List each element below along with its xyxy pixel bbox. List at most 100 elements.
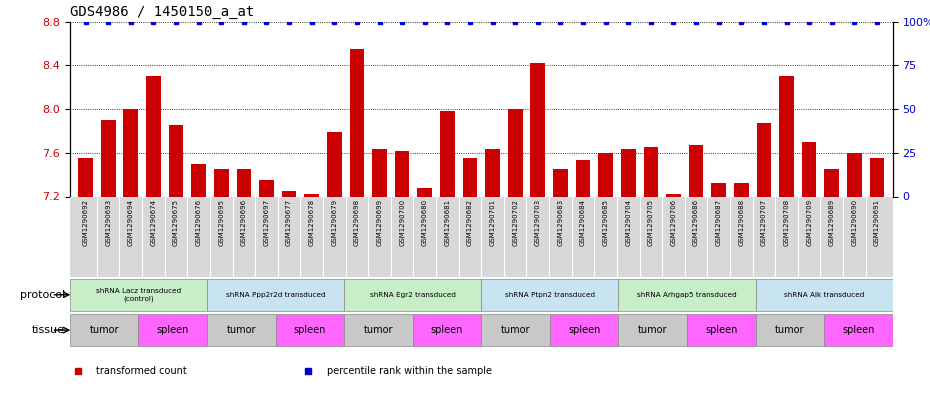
Bar [711, 184, 726, 196]
Text: tumor: tumor [364, 325, 393, 335]
Bar [350, 49, 365, 196]
Text: GSM1290708: GSM1290708 [784, 199, 790, 246]
Bar [192, 164, 206, 196]
Text: GSM1290683: GSM1290683 [557, 199, 564, 246]
Text: GSM1290674: GSM1290674 [151, 199, 156, 246]
Bar [462, 158, 477, 196]
Text: shRNA Alk transduced: shRNA Alk transduced [784, 292, 864, 298]
Bar [413, 314, 481, 346]
Bar [206, 314, 275, 346]
Text: GSM1290685: GSM1290685 [603, 199, 608, 246]
Text: spleen: spleen [431, 325, 463, 335]
Bar [372, 149, 387, 196]
Text: GSM1290702: GSM1290702 [512, 199, 518, 246]
Bar [344, 279, 482, 310]
Bar [779, 76, 794, 196]
Text: GSM1290691: GSM1290691 [874, 199, 880, 246]
Text: GSM1290694: GSM1290694 [127, 199, 134, 246]
Text: GSM1290678: GSM1290678 [309, 199, 314, 246]
Text: GSM1290686: GSM1290686 [693, 199, 699, 246]
Text: GSM1290695: GSM1290695 [219, 199, 224, 246]
Text: GSM1290709: GSM1290709 [806, 199, 812, 246]
Bar [550, 314, 618, 346]
Bar [508, 109, 523, 196]
Text: GSM1290688: GSM1290688 [738, 199, 744, 246]
Bar [168, 125, 183, 196]
Bar [418, 188, 432, 196]
Text: GSM1290679: GSM1290679 [331, 199, 338, 246]
Bar [666, 194, 681, 196]
Bar [482, 279, 618, 310]
Text: tumor: tumor [501, 325, 530, 335]
Bar [482, 314, 550, 346]
Bar [802, 142, 817, 196]
Text: shRNA Arhgap5 transduced: shRNA Arhgap5 transduced [637, 292, 737, 298]
Text: GSM1290705: GSM1290705 [648, 199, 654, 246]
Bar [734, 184, 749, 196]
Text: GSM1290689: GSM1290689 [829, 199, 835, 246]
Bar [214, 169, 229, 196]
Bar [755, 279, 893, 310]
Bar [206, 279, 344, 310]
Bar [870, 158, 884, 196]
Bar [618, 279, 755, 310]
Bar [689, 145, 703, 196]
Text: GSM1290707: GSM1290707 [761, 199, 767, 246]
Bar [124, 109, 139, 196]
Bar [70, 279, 206, 310]
Text: GSM1290681: GSM1290681 [445, 199, 450, 246]
Bar [553, 169, 567, 196]
Bar [282, 191, 297, 196]
Bar [757, 123, 771, 196]
Text: GSM1290703: GSM1290703 [535, 199, 541, 246]
Text: spleen: spleen [156, 325, 189, 335]
Text: tumor: tumor [227, 325, 256, 335]
Text: spleen: spleen [843, 325, 875, 335]
Text: GSM1290701: GSM1290701 [489, 199, 496, 246]
Bar [304, 194, 319, 196]
Bar [687, 314, 755, 346]
Text: GSM1290698: GSM1290698 [354, 199, 360, 246]
Text: GSM1290690: GSM1290690 [851, 199, 857, 246]
Text: tumor: tumor [776, 325, 804, 335]
Text: tumor: tumor [89, 325, 119, 335]
Text: shRNA Egr2 transduced: shRNA Egr2 transduced [370, 292, 456, 298]
Text: GSM1290675: GSM1290675 [173, 199, 179, 246]
Text: GSM1290684: GSM1290684 [580, 199, 586, 246]
Bar [530, 63, 545, 196]
Text: spleen: spleen [568, 325, 601, 335]
Bar [70, 314, 139, 346]
Text: tissue: tissue [33, 325, 65, 335]
Bar [824, 314, 893, 346]
Bar [618, 314, 687, 346]
Bar [275, 314, 344, 346]
Text: GSM1290697: GSM1290697 [263, 199, 270, 246]
Bar [344, 314, 413, 346]
Bar [847, 153, 862, 196]
Text: shRNA Ppp2r2d transduced: shRNA Ppp2r2d transduced [226, 292, 326, 298]
Text: GSM1290676: GSM1290676 [195, 199, 202, 246]
Text: GDS4986 / 1450150_a_at: GDS4986 / 1450150_a_at [70, 5, 254, 19]
Bar [327, 132, 341, 196]
Text: GSM1290680: GSM1290680 [421, 199, 428, 246]
Text: GSM1290692: GSM1290692 [83, 199, 88, 246]
Text: GSM1290706: GSM1290706 [671, 199, 676, 246]
Bar [259, 180, 273, 196]
Text: GSM1290687: GSM1290687 [716, 199, 722, 246]
Text: GSM1290677: GSM1290677 [286, 199, 292, 246]
Bar [139, 314, 206, 346]
Text: percentile rank within the sample: percentile rank within the sample [326, 366, 492, 376]
Bar [755, 314, 824, 346]
Bar [621, 149, 635, 196]
Text: GSM1290699: GSM1290699 [377, 199, 382, 246]
Bar [78, 158, 93, 196]
Bar [598, 153, 613, 196]
Text: spleen: spleen [294, 325, 326, 335]
Bar [395, 151, 409, 196]
Bar [485, 149, 500, 196]
Text: protocol: protocol [20, 290, 65, 300]
Text: transformed count: transformed count [96, 366, 187, 376]
Bar [644, 147, 658, 196]
Text: GSM1290693: GSM1290693 [105, 199, 112, 246]
Text: tumor: tumor [638, 325, 668, 335]
